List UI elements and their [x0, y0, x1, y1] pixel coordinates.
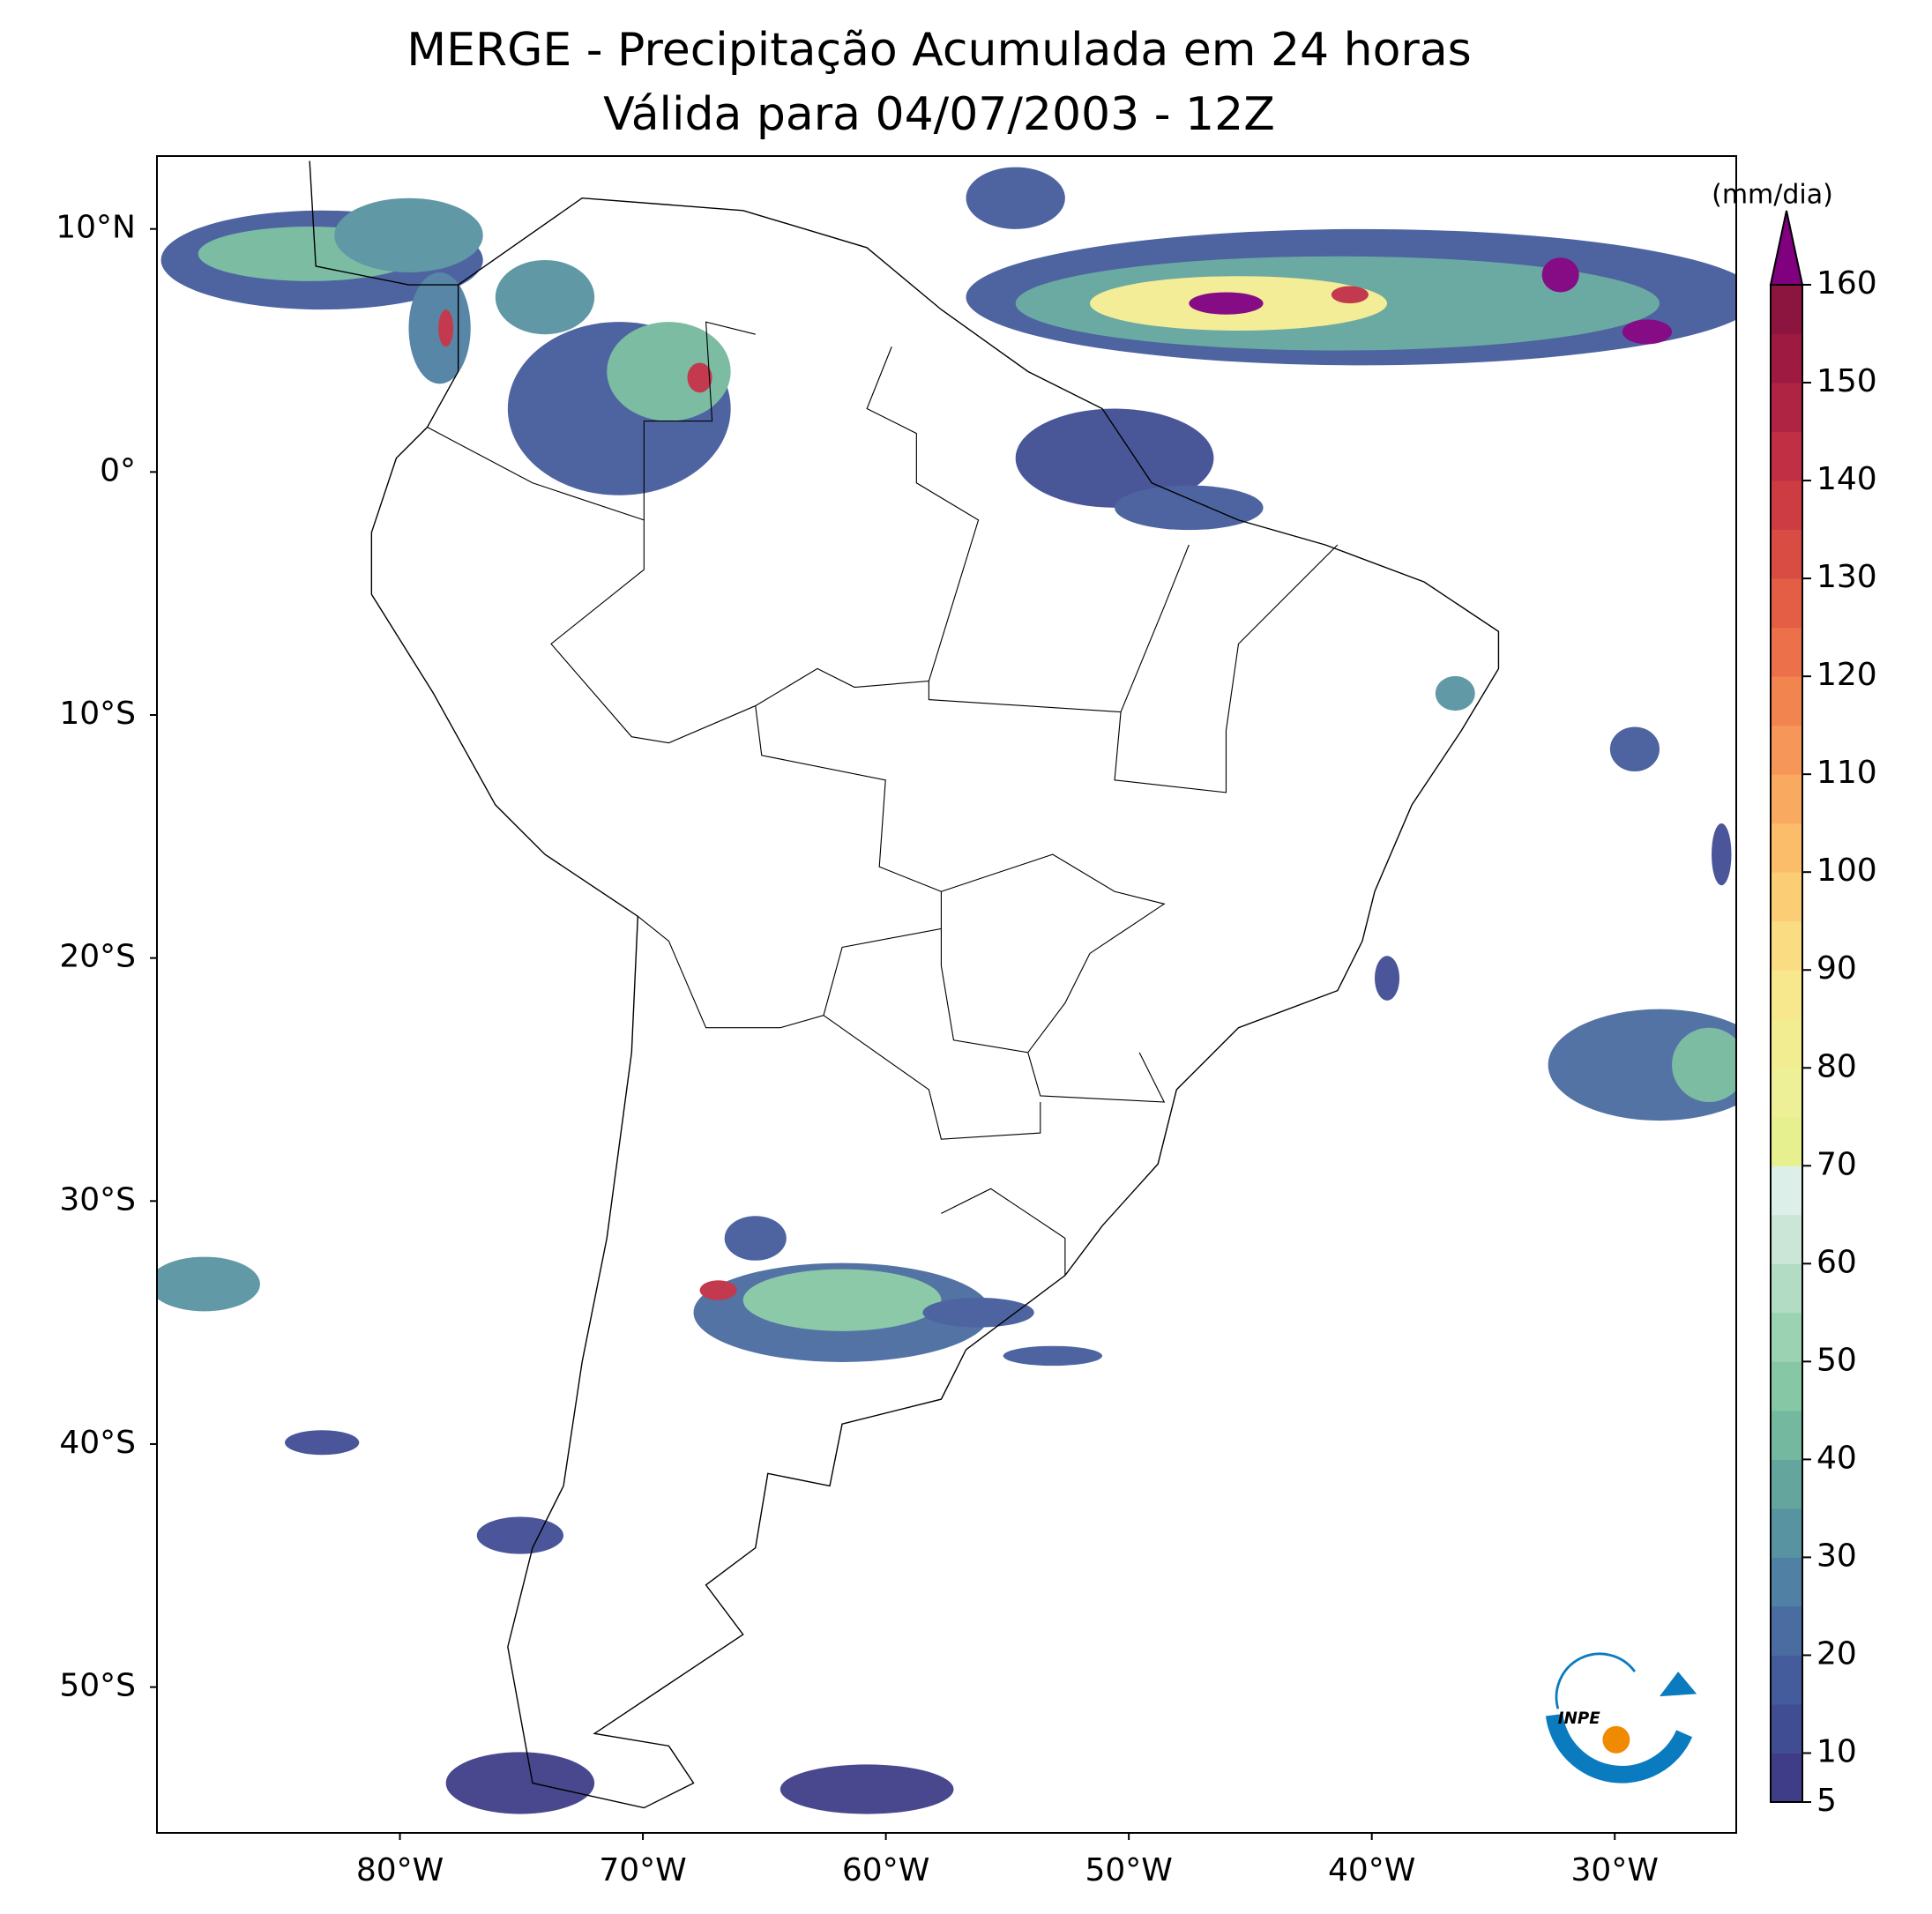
colorbar-tick-label: 100: [1816, 853, 1877, 889]
colorbar-segment: [1771, 1459, 1802, 1509]
colorbar-segment: [1771, 774, 1802, 824]
map-content: INPE: [157, 160, 1736, 1814]
colorbar-tick-label: 160: [1816, 265, 1877, 302]
colorbar-segment: [1771, 480, 1802, 531]
logo: INPE: [1545, 1652, 1697, 1784]
colorbar-segment: [1771, 1753, 1802, 1803]
colorbar-tick-label: 150: [1816, 363, 1877, 399]
map-area: INPE: [157, 160, 1736, 1814]
colorbar-segment: [1771, 872, 1802, 922]
colorbar-tick-label: 5: [1816, 1783, 1837, 1819]
x-tick-label: 80°W: [356, 1852, 444, 1888]
colorbar-tick-label: 20: [1816, 1635, 1857, 1672]
colorbar-tick-label: 110: [1816, 755, 1877, 791]
colorbar-segment: [1771, 1605, 1802, 1656]
y-tick-label: 20°S: [59, 939, 136, 975]
borders: [427, 321, 1339, 1276]
colorbar-segment: [1771, 970, 1802, 1020]
x-tick-label: 50°W: [1085, 1852, 1172, 1888]
colorbar-segment: [1771, 1361, 1802, 1411]
logo-text: INPE: [1558, 1709, 1600, 1728]
colorbar-segment: [1771, 1410, 1802, 1460]
colorbar-segment: [1771, 1508, 1802, 1558]
colorbar-segment: [1771, 1068, 1802, 1118]
colorbar-segment: [1771, 1166, 1802, 1216]
colorbar-segment: [1771, 676, 1802, 726]
colorbar-segment: [1771, 627, 1802, 677]
colorbar-tick-label: 70: [1816, 1146, 1857, 1182]
colorbar-label: (mm/dia): [1712, 180, 1833, 211]
colorbar-segment: [1771, 383, 1802, 433]
colorbar-extension: [1769, 210, 1804, 286]
colorbar-tick-label: 130: [1816, 559, 1877, 595]
y-tick-label: 10°N: [56, 210, 136, 246]
colorbar-tick-label: 140: [1816, 461, 1877, 497]
map-frame: [156, 155, 1737, 1834]
coastline: [309, 160, 1500, 1809]
x-tick-label: 40°W: [1328, 1852, 1415, 1888]
colorbar-segment: [1771, 1312, 1802, 1362]
y-tick-label: 10°S: [59, 696, 136, 732]
colorbar-segment: [1771, 1214, 1802, 1264]
colorbar-tick-label: 40: [1816, 1440, 1857, 1476]
colorbar-tick-label: 60: [1816, 1244, 1857, 1280]
title: MERGE - Precipitação Acumulada em 24 hor…: [407, 24, 1472, 77]
y-tick-label: 50°S: [59, 1668, 136, 1704]
colorbar-segment: [1771, 1703, 1802, 1754]
colorbar-segment: [1771, 578, 1802, 629]
colorbar-tick-label: 10: [1816, 1733, 1857, 1769]
colorbar-tick-label: 90: [1816, 950, 1857, 987]
colorbar-segment: [1771, 1655, 1802, 1705]
y-tick-label: 30°S: [59, 1181, 136, 1218]
colorbar-segment: [1771, 725, 1802, 775]
colorbar-segment: [1771, 333, 1802, 384]
colorbar-segment: [1771, 823, 1802, 873]
x-tick-label: 30°W: [1571, 1852, 1659, 1888]
colorbar-segment: [1771, 285, 1802, 335]
colorbar-tick-label: 50: [1816, 1342, 1857, 1378]
colorbar-segment: [1771, 1263, 1802, 1314]
y-tick-label: 40°S: [59, 1425, 136, 1461]
colorbar-segment: [1771, 431, 1802, 481]
colorbar-segment: [1771, 1557, 1802, 1607]
y-tick-label: 0°: [100, 452, 136, 488]
colorbar-segment: [1771, 1018, 1802, 1069]
colorbar-tick-label: 30: [1816, 1538, 1857, 1574]
colorbar-tick-label: 80: [1816, 1048, 1857, 1084]
colorbar-segment: [1771, 529, 1802, 579]
colorbar-tick-label: 120: [1816, 657, 1877, 693]
subtitle: Válida para 04/07/2003 - 12Z: [603, 88, 1275, 141]
x-tick-label: 60°W: [842, 1852, 929, 1888]
colorbar-segment: [1771, 1116, 1802, 1166]
colorbar-segment: [1771, 920, 1802, 971]
x-tick-label: 70°W: [599, 1852, 686, 1888]
precipitation: [157, 167, 1736, 1814]
colorbar-frame: [1770, 284, 1803, 1803]
